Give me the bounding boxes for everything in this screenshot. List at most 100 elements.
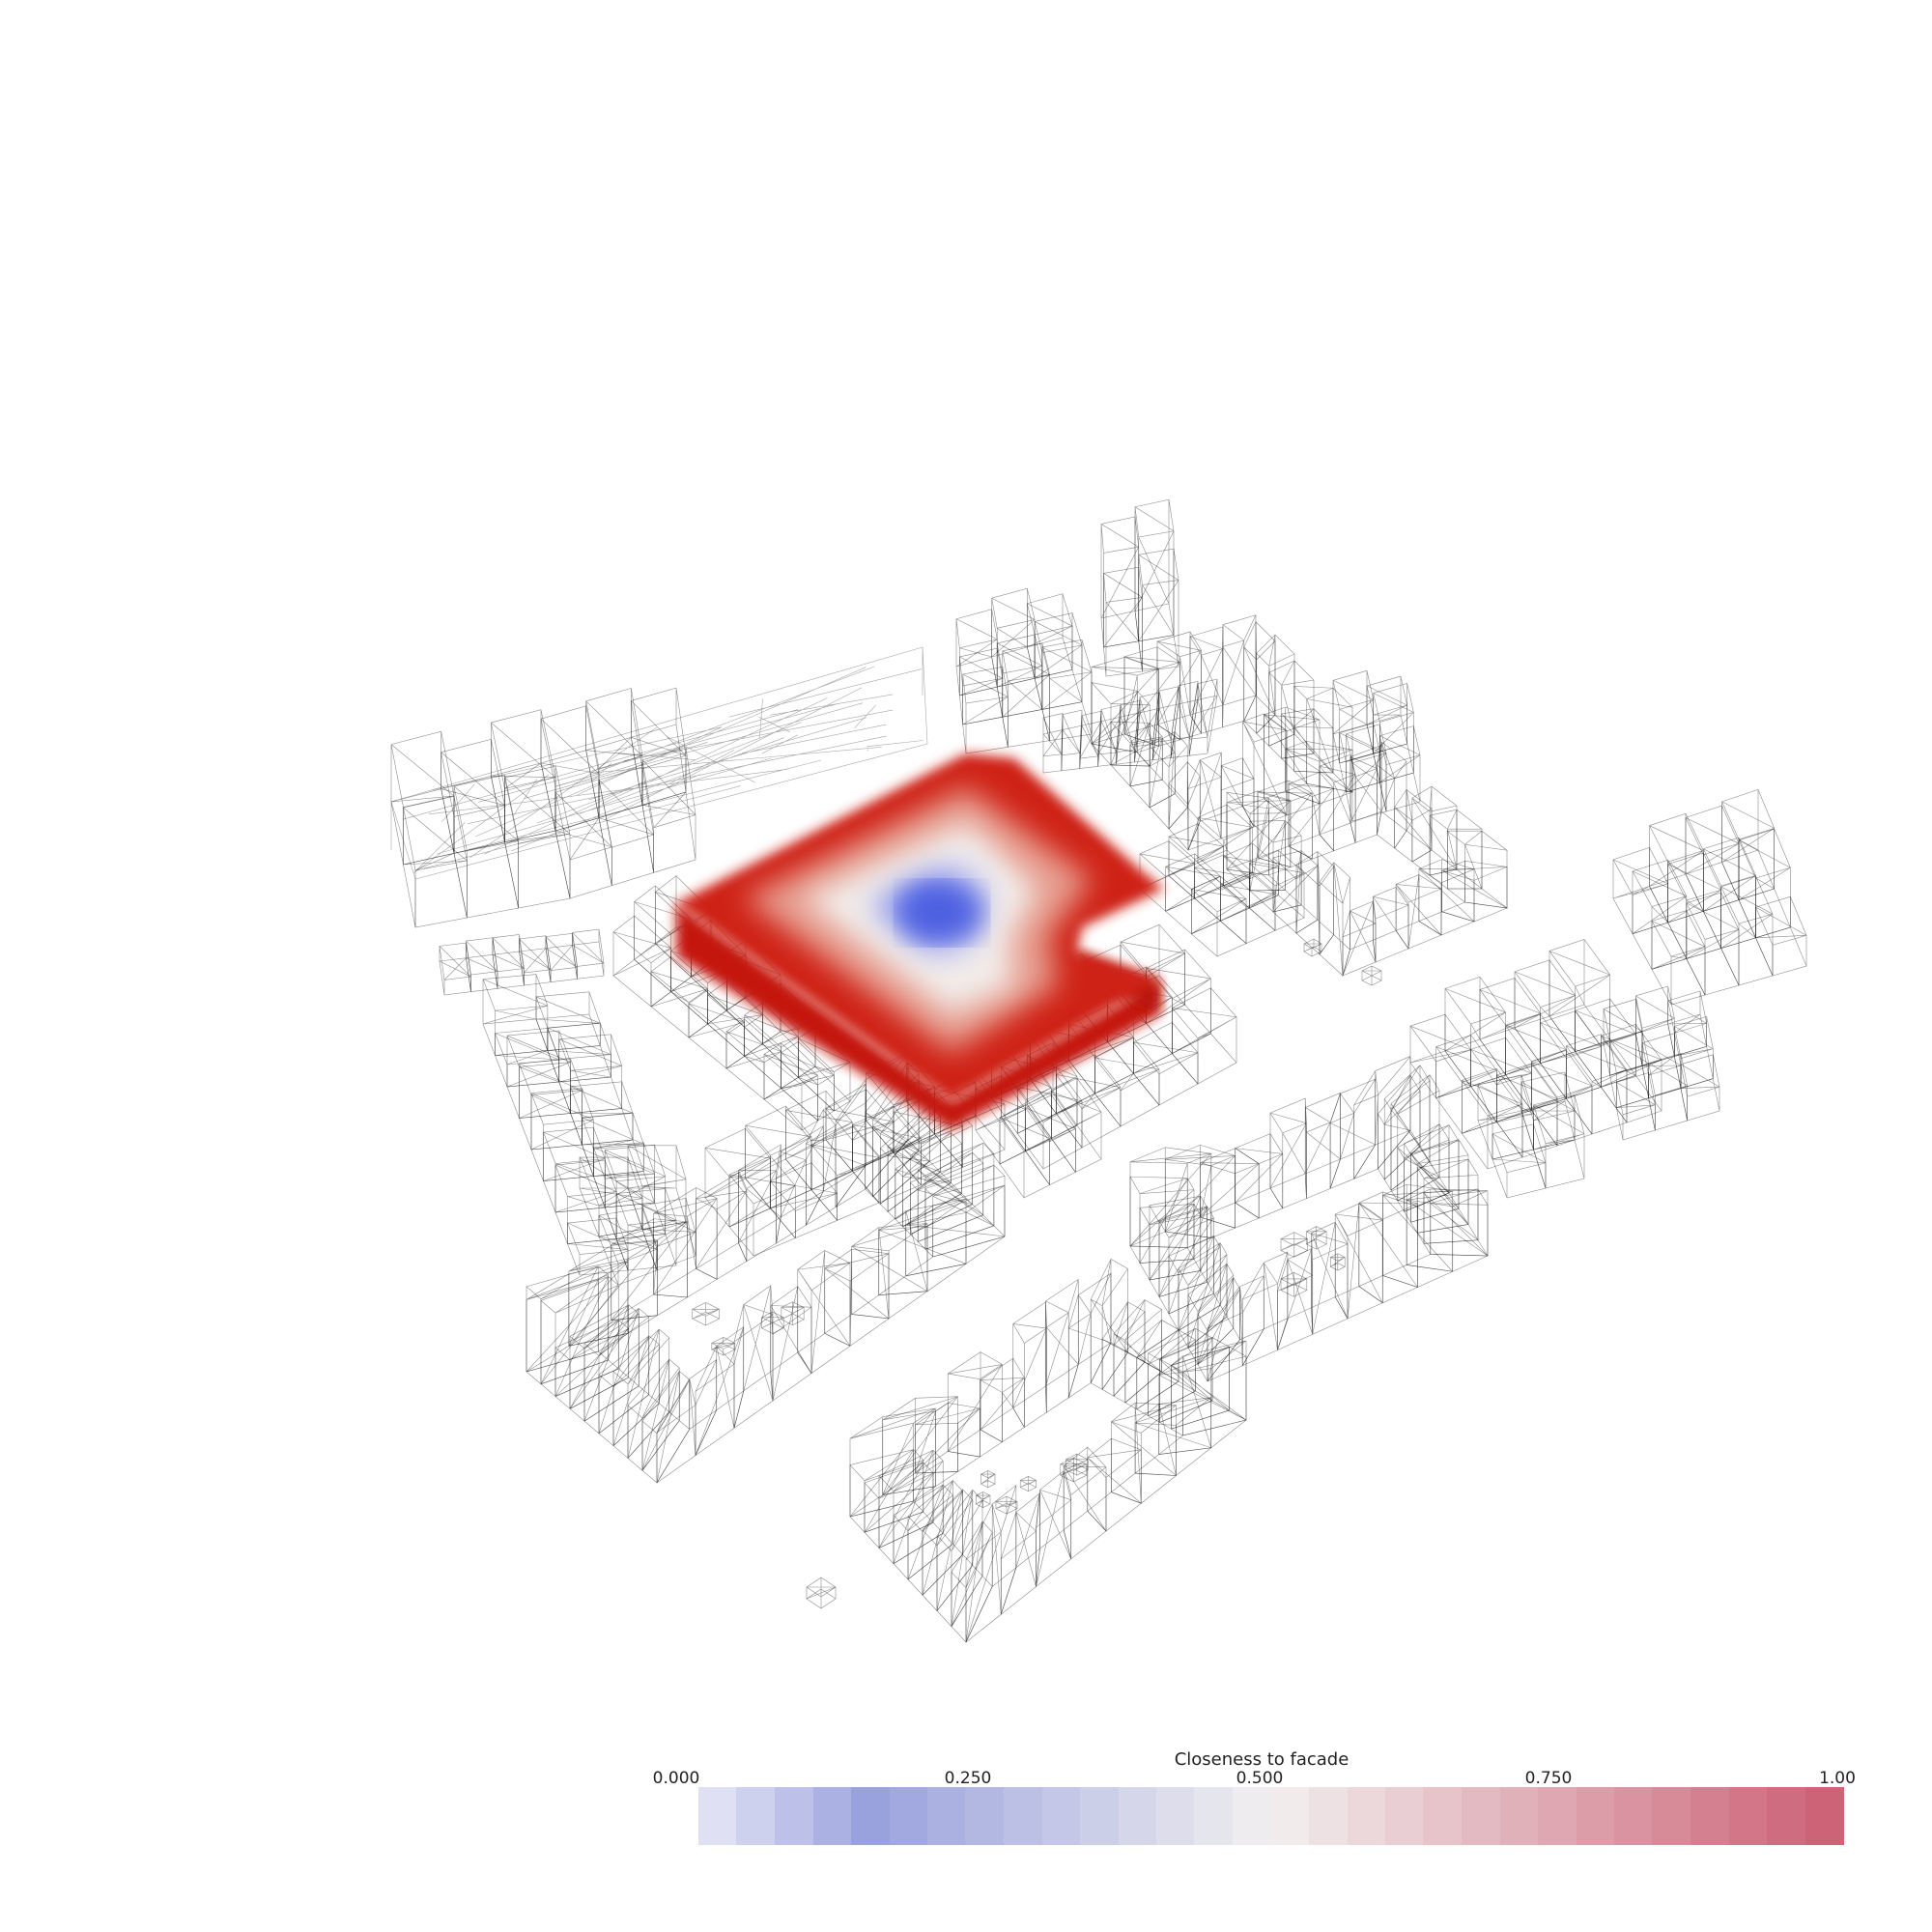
block-wireframe: [1435, 1035, 1497, 1134]
block-wireframe: [1110, 722, 1163, 787]
block-wireframe: [1132, 1022, 1199, 1106]
block-wireframe: [1129, 1176, 1195, 1264]
block-wireframe: [1378, 1074, 1421, 1180]
hall-annex-wireframe: [504, 765, 571, 909]
block-wireframe: [849, 1407, 936, 1518]
courtyard-shed-wireframe: [1065, 1453, 1089, 1476]
courtyard-shed-wireframe: [711, 1337, 736, 1356]
block-wireframe: [1165, 853, 1221, 935]
block-wireframe: [656, 1358, 718, 1484]
block-wireframe: [1055, 1054, 1122, 1149]
block-wireframe: [1667, 990, 1708, 1057]
hall-annex-wireframe: [641, 747, 696, 873]
block-wireframe: [1755, 895, 1807, 977]
tower-block-wireframe: [592, 1142, 655, 1208]
block-wireframe: [1288, 772, 1335, 860]
block-wireframe: [1091, 682, 1151, 767]
block-wireframe: [1319, 862, 1350, 977]
block-wireframe: [1016, 1066, 1083, 1170]
row-shed-wireframe: [1188, 678, 1218, 756]
tower-block-wireframe: [567, 1217, 629, 1276]
block-wireframe: [1134, 1397, 1212, 1476]
block-wireframe: [1295, 851, 1335, 955]
block-wireframe: [1440, 861, 1509, 923]
block-wireframe: [1565, 1034, 1628, 1135]
row-shed-wireframe: [439, 942, 471, 996]
block-wireframe: [1404, 1124, 1460, 1223]
block-wireframe: [526, 1261, 629, 1373]
block-wireframe: [909, 1151, 984, 1242]
block-wireframe: [1339, 723, 1380, 793]
block-wireframe: [1002, 642, 1051, 748]
block-wireframe: [1533, 1094, 1585, 1189]
highlighted-building-core-center: [901, 884, 982, 942]
row-shed-wireframe: [1042, 713, 1064, 774]
block-wireframe: [1241, 1251, 1289, 1367]
block-wireframe: [1158, 1206, 1214, 1315]
row-shed-wireframe: [545, 932, 578, 983]
courtyard-shed-wireframe: [760, 1311, 784, 1334]
block-wireframe: [1319, 753, 1356, 852]
block-wireframe: [1268, 660, 1315, 759]
tower-block-wireframe: [482, 974, 549, 1056]
block-wireframe: [1651, 910, 1706, 1006]
row-shed-wireframe: [466, 937, 498, 993]
block-wireframe: [1269, 1097, 1307, 1209]
block-wireframe: [695, 1325, 745, 1457]
block-wireframe: [1139, 1203, 1202, 1281]
block-wireframe: [1381, 1183, 1454, 1288]
block-wireframe: [1390, 1074, 1440, 1202]
courtyard-shed-wireframe: [1280, 1271, 1308, 1297]
block-wireframe: [540, 1276, 619, 1397]
block-wireframe: [770, 1162, 838, 1239]
tower-block-wireframe: [506, 1030, 572, 1119]
block-wireframe: [1012, 1301, 1047, 1428]
tower-block-wireframe: [604, 1144, 667, 1239]
block-wireframe: [1197, 1277, 1240, 1382]
block-wireframe: [1168, 823, 1225, 899]
block-wireframe: [1702, 837, 1756, 950]
tower-wireframe: [1134, 498, 1175, 642]
block-wireframe: [1406, 1188, 1489, 1272]
block-wireframe: [905, 1184, 1006, 1277]
highlighted-building-side-wall: [676, 903, 1159, 1130]
tower-base-wireframe: [579, 1156, 643, 1237]
block-wireframe: [1194, 854, 1250, 922]
block-wireframe: [1284, 741, 1354, 805]
block-wireframe: [1041, 639, 1093, 742]
block-wireframe: [895, 1132, 963, 1228]
block-wireframe: [849, 1449, 924, 1533]
courtyard-shed-wireframe: [1060, 1457, 1088, 1483]
block-wireframe: [951, 1520, 993, 1643]
block-wireframe: [1036, 1470, 1072, 1588]
block-wireframe: [1110, 1402, 1178, 1504]
block-wireframe: [824, 1248, 890, 1347]
block-wireframe: [1383, 1065, 1431, 1191]
block-wireframe: [1101, 1301, 1146, 1397]
block-wireframe: [1113, 1299, 1163, 1404]
block-wireframe: [1575, 998, 1636, 1088]
block-wireframe: [583, 1307, 650, 1435]
block-wireframe: [1409, 1139, 1469, 1234]
block-wireframe: [1615, 1072, 1656, 1141]
block-wireframe: [1416, 1158, 1479, 1244]
block-wireframe: [1721, 788, 1776, 901]
block-wireframe: [598, 1335, 660, 1447]
block-wireframe: [554, 1319, 630, 1409]
block-wireframe: [1136, 1329, 1197, 1416]
block-wireframe: [1025, 1094, 1076, 1186]
row-shed-wireframe: [1097, 704, 1122, 767]
block-wireframe: [805, 1083, 867, 1227]
block-wireframe: [784, 1090, 853, 1191]
block-wireframe: [825, 1089, 895, 1172]
hall-annex-wireframe: [598, 766, 655, 887]
block-wireframe: [627, 1358, 680, 1471]
block-wireframe: [1207, 1275, 1264, 1382]
block-wireframe: [959, 647, 1004, 725]
block-wireframe: [965, 1484, 1017, 1643]
block-wireframe: [612, 915, 672, 1008]
block-wireframe: [991, 587, 1036, 688]
block-wireframe: [1087, 1437, 1142, 1532]
tower-wireframe: [1100, 516, 1140, 648]
row-shed-wireframe: [572, 928, 605, 980]
